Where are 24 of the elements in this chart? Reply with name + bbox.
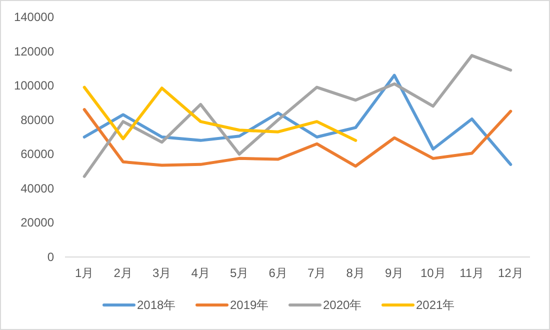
x-tick-label: 5月 bbox=[230, 266, 249, 280]
x-tick-label: 11月 bbox=[460, 266, 484, 280]
x-tick-label: 4月 bbox=[191, 266, 210, 280]
y-tick-label: 20000 bbox=[20, 216, 54, 230]
x-tick-label: 9月 bbox=[385, 266, 404, 280]
x-tick-label: 3月 bbox=[152, 266, 172, 280]
y-tick-label: 80000 bbox=[20, 112, 54, 127]
x-tick-label: 6月 bbox=[268, 266, 288, 280]
x-tick-label: 2月 bbox=[114, 266, 132, 280]
x-tick-label: 12月 bbox=[498, 266, 524, 280]
y-tick-label: 100000 bbox=[14, 78, 54, 93]
y-tick-label: 140000 bbox=[14, 10, 54, 24]
y-tick-label: 60000 bbox=[20, 147, 54, 162]
y-tick-label: 40000 bbox=[20, 181, 54, 196]
legend-label: 2021年 bbox=[416, 298, 455, 312]
x-tick-label: 7月 bbox=[308, 266, 326, 280]
y-tick-label: 120000 bbox=[14, 44, 54, 58]
x-tick-label: 1月 bbox=[75, 266, 94, 280]
legend-label: 2019年 bbox=[230, 298, 269, 312]
legend-label: 2018年 bbox=[137, 298, 176, 312]
x-tick-label: 10月 bbox=[420, 266, 446, 280]
legend-label: 2020年 bbox=[323, 298, 362, 312]
x-tick-label: 8月 bbox=[346, 266, 365, 280]
y-tick-label: 0 bbox=[47, 250, 54, 264]
